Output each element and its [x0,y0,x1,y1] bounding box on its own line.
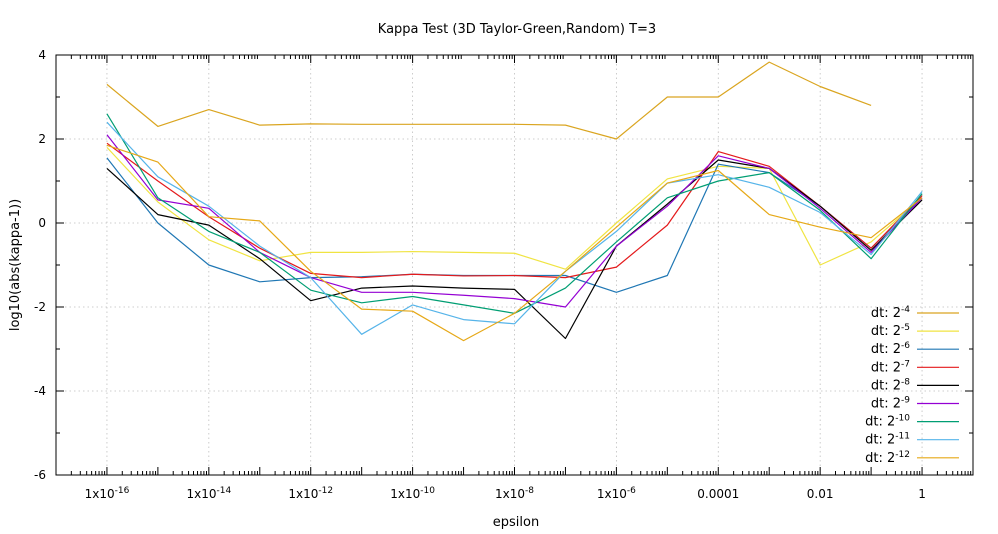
legend-label-5: dt: 2-8 [871,377,910,393]
series-line-8 [106,121,923,335]
legend-label-base: dt: 2 [871,306,901,321]
legend-label-base: dt: 2 [865,415,895,430]
legend-label-base: dt: 2 [871,324,901,339]
legend-label-base: dt: 2 [865,451,895,466]
x-tick-label-base: 0.01 [807,487,834,501]
legend-label-exponent: -11 [895,432,910,442]
series-line-9 [106,144,923,342]
x-tick-label-base: 1x10 [390,487,420,501]
legend: dt: 2-4dt: 2-5dt: 2-6dt: 2-7dt: 2-8dt: 2… [865,305,959,466]
x-tick-label-exponent: -10 [420,486,435,496]
y-tick-label: 2 [38,132,46,146]
series-line-1 [106,61,872,140]
legend-label-exponent: -6 [901,341,910,351]
x-axis-label: epsilon [493,515,539,530]
x-tick-label: 1x10-8 [495,486,534,501]
x-tick-label: 1x10-14 [186,486,231,501]
legend-label-7: dt: 2-10 [865,414,910,430]
y-axis-label: log10(abs(kappa-1)) [8,199,23,331]
x-tick-label: 1x10-12 [288,486,333,501]
x-tick-label: 1x10-16 [85,486,130,501]
x-tick-label-base: 1x10 [85,487,115,501]
x-tick-label: 0.0001 [697,487,739,501]
legend-label-base: dt: 2 [871,342,901,357]
legend-label-8: dt: 2-11 [865,432,910,448]
x-tick-label: 1x10-6 [597,486,636,501]
axis-ticks [55,54,973,476]
legend-label-base: dt: 2 [871,397,901,412]
chart-title: Kappa Test (3D Taylor-Green,Random) T=3 [378,22,656,37]
legend-label-4: dt: 2-7 [871,359,910,375]
legend-label-exponent: -4 [901,305,910,315]
grid [56,55,973,475]
x-tick-label-exponent: -12 [318,486,333,496]
x-tick-label-exponent: -16 [115,486,130,496]
series-line-6 [106,134,923,308]
y-tick-label: 4 [38,48,46,62]
y-tick-label: -6 [34,468,46,482]
legend-label-exponent: -9 [901,396,910,406]
legend-label-base: dt: 2 [871,360,901,375]
series-line-2 [106,146,923,270]
x-tick-label-exponent: -14 [216,486,231,496]
x-tick-label-base: 1 [918,487,926,501]
x-tick-label: 1 [918,487,926,501]
series-lines [106,61,923,342]
x-tick-labels: 1x10-16 1x10-14 1x10-12 1x10-10 1x10-8 1x10-6… [85,486,926,501]
x-tick-label: 1x10-10 [390,486,435,501]
x-tick-label-base: 1x10 [288,487,318,501]
legend-label-base: dt: 2 [865,433,895,448]
y-tick-label: -2 [34,300,46,314]
legend-label-exponent: -10 [895,414,910,424]
y-tick-label: 0 [38,216,46,230]
legend-label-exponent: -8 [901,377,910,387]
x-tick-label-base: 1x10 [495,487,525,501]
x-tick-label: 0.01 [807,487,834,501]
x-tick-label-exponent: -6 [627,486,636,496]
legend-label-3: dt: 2-6 [871,341,910,357]
legend-label-1: dt: 2-4 [871,305,910,321]
legend-label-base: dt: 2 [871,378,901,393]
x-tick-label-exponent: -8 [525,486,534,496]
y-tick-label: -4 [34,384,46,398]
legend-label-exponent: -12 [895,450,910,460]
y-tick-labels: 4 2 0 -2 -4 -6 [34,48,46,482]
legend-label-exponent: -5 [901,323,910,333]
x-tick-label-base: 1x10 [186,487,216,501]
legend-label-6: dt: 2-9 [871,396,910,412]
x-tick-label-base: 1x10 [597,487,627,501]
legend-label-2: dt: 2-5 [871,323,910,339]
legend-label-exponent: -7 [901,359,910,369]
legend-label-9: dt: 2-12 [865,450,910,466]
x-tick-label-base: 0.0001 [697,487,739,501]
